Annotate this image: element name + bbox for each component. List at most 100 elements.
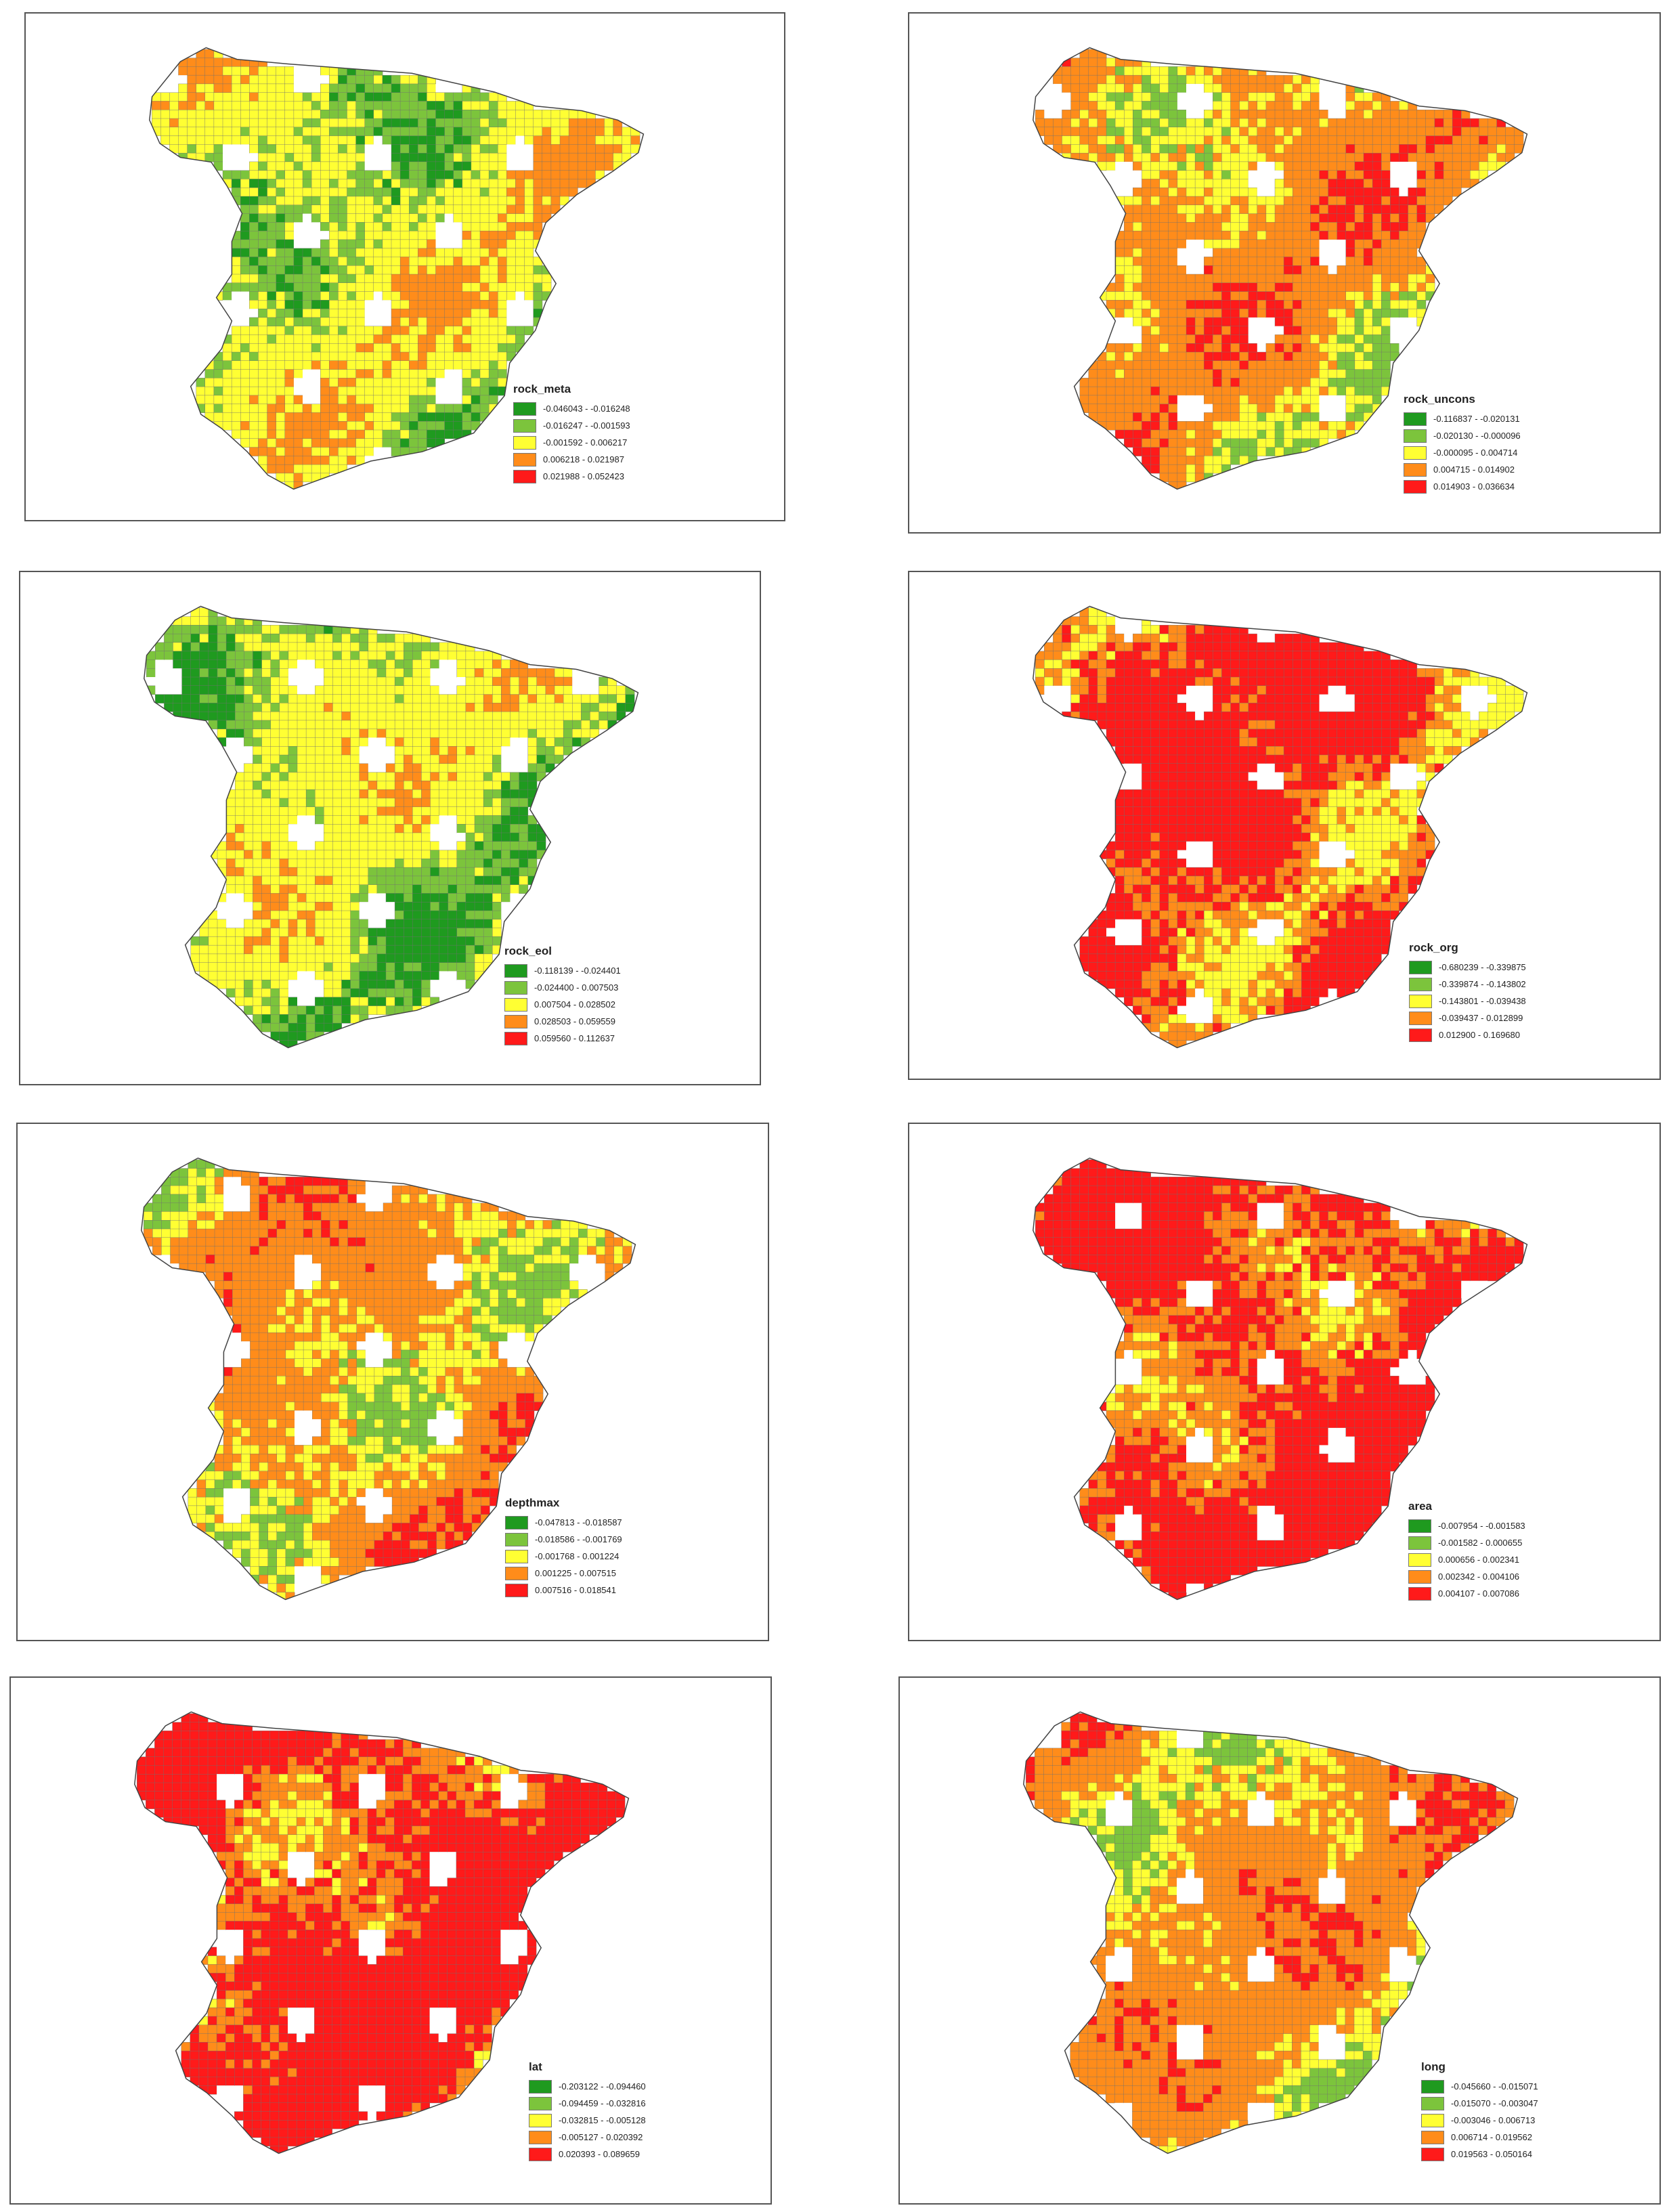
municipality-cell xyxy=(421,841,431,850)
municipality-cell xyxy=(404,711,413,721)
municipality-cell xyxy=(332,694,342,703)
municipality-cell xyxy=(235,867,244,877)
municipality-cell xyxy=(244,763,253,773)
municipality-cell xyxy=(315,677,324,686)
municipality-cell xyxy=(382,144,392,154)
municipality-cell xyxy=(1461,118,1471,128)
municipality-cell xyxy=(1372,179,1382,188)
municipality-cell xyxy=(1461,152,1471,162)
municipality-cell xyxy=(1097,58,1107,67)
municipality-cell xyxy=(1461,179,1471,188)
municipality-cell xyxy=(1168,300,1178,309)
municipality-cell xyxy=(1186,222,1196,232)
legend-swatch xyxy=(1404,412,1427,426)
municipality-cell xyxy=(208,694,218,703)
municipality-cell xyxy=(347,378,357,387)
municipality-cell xyxy=(253,772,262,781)
municipality-cell xyxy=(1204,66,1213,76)
municipality-cell xyxy=(1328,92,1337,102)
municipality-cell xyxy=(479,239,490,249)
municipality-cell xyxy=(276,464,286,474)
municipality-cell xyxy=(1345,421,1355,431)
municipality-cell xyxy=(586,170,596,179)
municipality-cell xyxy=(1434,196,1444,206)
municipality-cell xyxy=(244,919,253,928)
municipality-cell xyxy=(453,144,463,154)
municipality-cell xyxy=(311,274,321,284)
municipality-cell xyxy=(1399,109,1408,119)
municipality-cell xyxy=(1345,239,1355,249)
municipality-cell xyxy=(288,953,298,963)
municipality-cell xyxy=(444,135,454,145)
municipality-cell xyxy=(479,317,490,327)
municipality-cell xyxy=(439,772,449,781)
municipality-cell xyxy=(1168,83,1178,93)
municipality-cell xyxy=(462,170,472,179)
municipality-cell xyxy=(225,962,236,972)
municipality-cell xyxy=(332,945,342,955)
municipality-cell xyxy=(427,429,436,439)
municipality-cell xyxy=(1133,196,1142,206)
municipality-cell xyxy=(427,291,436,301)
municipality-cell xyxy=(244,720,253,730)
municipality-cell xyxy=(222,58,232,67)
municipality-cell xyxy=(368,902,378,911)
municipality-cell xyxy=(399,179,410,188)
municipality-cell xyxy=(1079,395,1089,405)
municipality-cell xyxy=(305,806,316,816)
municipality-cell xyxy=(409,92,418,102)
municipality-cell xyxy=(1381,282,1391,292)
municipality-cell xyxy=(373,334,383,344)
municipality-cell xyxy=(394,763,404,773)
municipality-cell xyxy=(448,971,457,980)
municipality-cell xyxy=(320,257,330,266)
municipality-cell xyxy=(1194,161,1205,171)
municipality-cell xyxy=(284,317,295,327)
municipality-cell xyxy=(279,625,289,634)
municipality-cell xyxy=(341,711,351,721)
municipality-cell xyxy=(297,729,307,738)
municipality-cell xyxy=(515,188,525,197)
municipality-cell xyxy=(409,438,418,448)
municipality-cell xyxy=(276,83,286,93)
municipality-cell xyxy=(235,737,244,747)
municipality-cell xyxy=(329,308,339,318)
municipality-cell xyxy=(435,213,446,223)
municipality-cell xyxy=(1390,308,1399,318)
municipality-cell xyxy=(1186,170,1196,179)
municipality-cell xyxy=(270,928,280,937)
municipality-cell xyxy=(524,170,534,179)
municipality-cell xyxy=(404,971,413,980)
municipality-cell xyxy=(225,694,236,703)
municipality-cell xyxy=(261,997,272,1006)
municipality-cell xyxy=(1159,326,1169,335)
municipality-cell xyxy=(284,161,295,171)
municipality-cell xyxy=(1310,230,1320,240)
municipality-cell xyxy=(249,153,259,162)
municipality-cell xyxy=(332,642,342,652)
municipality-cell xyxy=(311,127,321,137)
municipality-cell xyxy=(1088,118,1098,128)
municipality-cell xyxy=(391,222,401,232)
municipality-cell xyxy=(1114,291,1125,301)
municipality-cell xyxy=(1301,213,1311,223)
municipality-cell xyxy=(1194,456,1205,465)
municipality-cell xyxy=(515,300,525,309)
municipality-cell xyxy=(315,806,324,816)
municipality-cell xyxy=(498,343,507,353)
municipality-cell xyxy=(338,429,347,439)
municipality-cell xyxy=(444,378,454,387)
municipality-cell xyxy=(1150,66,1160,76)
municipality-cell xyxy=(409,144,418,154)
municipality-cell xyxy=(394,642,404,652)
municipality-cell xyxy=(1133,239,1142,249)
municipality-cell xyxy=(394,659,404,669)
municipality-cell xyxy=(1399,213,1408,223)
municipality-cell xyxy=(479,395,490,405)
municipality-cell xyxy=(311,118,321,128)
municipality-cell xyxy=(498,188,507,197)
municipality-cell xyxy=(253,815,262,825)
municipality-cell xyxy=(1274,429,1284,439)
municipality-cell xyxy=(391,92,401,102)
municipality-cell xyxy=(226,893,236,903)
